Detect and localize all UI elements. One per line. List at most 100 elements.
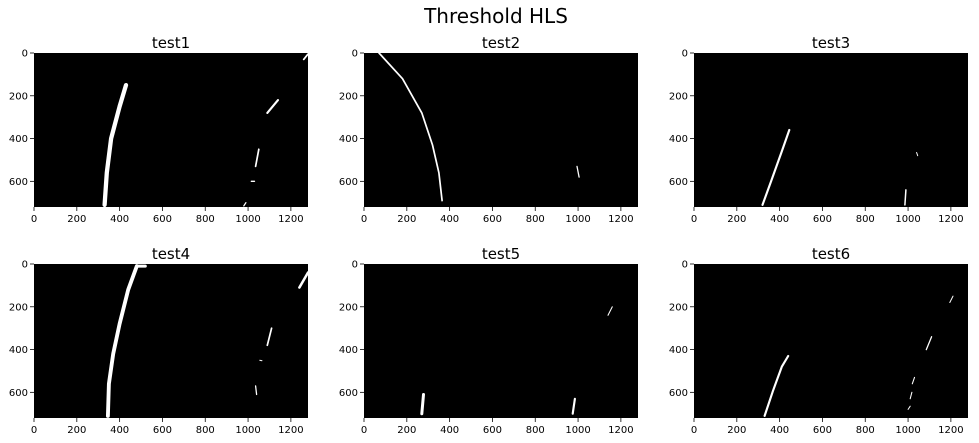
- lane-mark: [761, 128, 791, 206]
- lane-mark: [949, 295, 954, 303]
- panel-title: test4: [152, 245, 190, 263]
- image-area: [694, 264, 968, 418]
- lane-pixels: [105, 264, 308, 418]
- x-tick-label: 400: [110, 425, 129, 436]
- image-area: [364, 264, 638, 418]
- lane-mark: [576, 165, 580, 178]
- y-tick-label: 600: [669, 177, 688, 188]
- image-area: [34, 53, 308, 207]
- x-tick-label: 400: [770, 425, 789, 436]
- x-tick-label: 0: [691, 214, 697, 225]
- lane-mark: [420, 393, 425, 416]
- panel-test5: test5 0 200 400 600 800 1000 1200 0 200 400 600: [339, 245, 638, 436]
- x-tick-label: 600: [153, 214, 172, 225]
- x-tick-label: 200: [727, 425, 746, 436]
- x-tick-label: 800: [526, 214, 545, 225]
- panel-test6: test6 0 200 400 600 800 1000 1200 0 200 400 600: [669, 245, 968, 436]
- y-tick-label: 400: [339, 134, 358, 145]
- panel-test2: test2 0 200 400 600 800 1000 1200 0 200 400 600: [339, 34, 638, 225]
- x-tick-label: 1000: [235, 425, 260, 436]
- lane-mark: [254, 148, 260, 168]
- x-tick-label: 200: [397, 214, 416, 225]
- lane-mark: [243, 202, 247, 207]
- lane-mark: [907, 405, 911, 410]
- lane-mark: [266, 327, 273, 347]
- x-tick-label: 200: [397, 425, 416, 436]
- image-area: [34, 264, 308, 418]
- y-tick-label: 400: [9, 134, 28, 145]
- lane-mark: [298, 271, 308, 289]
- y-tick-label: 200: [339, 91, 358, 102]
- x-tick-label: 1000: [235, 214, 260, 225]
- lane-mark: [763, 354, 790, 417]
- lane-mark: [571, 397, 576, 415]
- image-area: [694, 53, 968, 207]
- y-tick-label: 200: [339, 302, 358, 313]
- x-tick-label: 0: [31, 425, 37, 436]
- x-tick-label: 1000: [565, 425, 590, 436]
- x-tick-label: 800: [856, 214, 875, 225]
- image-area: [364, 53, 638, 207]
- y-tick-label: 600: [9, 177, 28, 188]
- y-tick-label: 600: [9, 388, 28, 399]
- lane-pixels: [761, 128, 919, 206]
- y-tick-label: 400: [669, 345, 688, 356]
- lane-mark: [102, 82, 129, 207]
- x-tick-label: 1200: [278, 425, 303, 436]
- y-tick-label: 400: [339, 345, 358, 356]
- panel-test3: test3 0 200 400 600 800 1000 1200 0 200 400 600: [669, 34, 968, 225]
- x-tick-label: 600: [153, 425, 172, 436]
- panel-title: test6: [812, 245, 850, 263]
- lane-pixels: [763, 295, 954, 417]
- lane-mark: [266, 99, 280, 114]
- x-tick-label: 0: [361, 425, 367, 436]
- x-tick-label: 400: [440, 425, 459, 436]
- x-tick-label: 800: [856, 425, 875, 436]
- y-tick-label: 200: [669, 302, 688, 313]
- y-tick-label: 0: [682, 49, 688, 60]
- x-tick-label: 1200: [608, 214, 633, 225]
- panel-title: test5: [482, 245, 520, 263]
- lane-mark: [904, 189, 907, 206]
- y-tick-label: 0: [352, 49, 358, 60]
- y-tick-label: 600: [339, 388, 358, 399]
- x-tick-label: 1000: [895, 425, 920, 436]
- y-tick-label: 0: [22, 260, 28, 271]
- y-tick-label: 200: [9, 91, 28, 102]
- x-tick-label: 400: [110, 214, 129, 225]
- lane-pixels: [420, 306, 613, 416]
- x-tick-label: 1000: [565, 214, 590, 225]
- x-tick-label: 200: [67, 425, 86, 436]
- lane-mark: [925, 336, 933, 351]
- y-tick-label: 0: [682, 260, 688, 271]
- x-tick-label: 0: [691, 425, 697, 436]
- x-tick-label: 600: [483, 425, 502, 436]
- x-tick-label: 1200: [938, 425, 963, 436]
- lane-mark: [911, 376, 916, 385]
- panel-title: test3: [812, 34, 850, 52]
- y-tick-label: 600: [339, 177, 358, 188]
- x-tick-label: 400: [440, 214, 459, 225]
- x-tick-label: 200: [727, 214, 746, 225]
- lane-pixels: [102, 53, 308, 207]
- y-tick-label: 600: [669, 388, 688, 399]
- x-tick-label: 0: [31, 214, 37, 225]
- x-tick-label: 600: [483, 214, 502, 225]
- y-tick-label: 400: [669, 134, 688, 145]
- x-tick-label: 200: [67, 214, 86, 225]
- x-tick-label: 400: [770, 214, 789, 225]
- lane-mark: [916, 152, 919, 157]
- x-tick-label: 1200: [278, 214, 303, 225]
- y-tick-label: 400: [9, 345, 28, 356]
- x-tick-label: 1200: [938, 214, 963, 225]
- x-tick-label: 800: [196, 425, 215, 436]
- x-tick-label: 1200: [608, 425, 633, 436]
- lane-pixels: [378, 53, 580, 202]
- x-tick-label: 600: [813, 214, 832, 225]
- y-tick-label: 0: [352, 260, 358, 271]
- x-tick-label: 0: [361, 214, 367, 225]
- x-tick-label: 600: [813, 425, 832, 436]
- lane-mark: [254, 385, 258, 396]
